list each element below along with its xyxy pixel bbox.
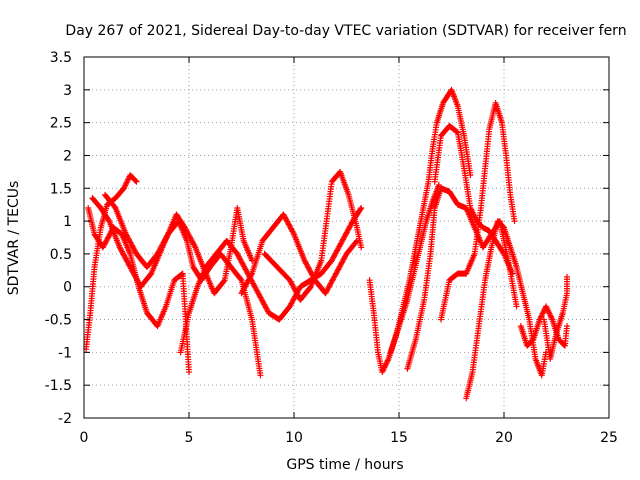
data-point [133,178,140,185]
series-s2 [85,204,192,376]
series-s12 [438,99,518,323]
y-tick-label: 1.5 [50,181,72,197]
series-s8 [366,181,442,376]
data-point [564,323,570,330]
data-point [132,177,139,184]
data-point [357,206,364,213]
x-tick-labels: 0 5 10 15 20 25 [80,430,618,446]
plot-frame [83,56,610,419]
data-points [83,86,570,402]
data-point [453,128,460,135]
series-s4 [102,191,255,297]
series-s5 [177,204,365,356]
data-point [257,372,264,379]
data-point [509,270,516,277]
plot-area [83,86,570,402]
y-tick-label: 1 [63,214,72,230]
y-tick-label: 2.5 [50,116,72,132]
y-tick-label: -2 [58,411,72,427]
x-tick-label: 25 [600,430,618,446]
series-s15 [540,273,570,362]
x-axis-label: GPS time / hours [286,457,403,473]
chart-title: Day 267 of 2021, Sidereal Day-to-day VTE… [65,23,626,39]
data-point [511,218,518,225]
data-point [529,337,536,344]
series-s14 [517,303,570,349]
y-tick-label: 3.5 [50,50,72,66]
series-s9 [387,86,474,356]
data-point [513,303,520,310]
data-point [220,278,227,285]
y-tick-label: -1 [58,345,72,361]
data-point [358,204,365,211]
series-s6 [238,211,360,297]
y-tick-label: 0 [63,280,72,296]
x-tick-label: 15 [390,430,408,446]
series-s7 [261,168,365,303]
y-tick-label: -0.5 [45,313,72,329]
x-tick-label: 0 [80,430,89,446]
data-point [353,238,360,245]
x-tick-label: 20 [495,430,513,446]
x-tick-label: 5 [185,430,194,446]
x-tick-label: 10 [285,430,303,446]
y-tick-label: -1.5 [45,378,72,394]
data-point [435,181,442,188]
y-tick-labels: -2 -1.5 -1 -0.5 0 0.5 1 1.5 2 2.5 3 3.5 [45,50,72,427]
data-point [186,369,192,376]
data-point [467,172,474,179]
series-s13 [463,218,549,402]
y-axis-label: SDTVAR / TECUs [6,181,22,296]
data-point [564,273,570,280]
data-point [500,223,507,230]
y-tick-label: 3 [63,83,72,99]
axis-ticks [83,56,610,419]
y-tick-label: 2 [63,148,72,164]
y-tick-label: 0.5 [50,247,72,263]
data-point [358,244,365,251]
data-point [237,276,244,283]
